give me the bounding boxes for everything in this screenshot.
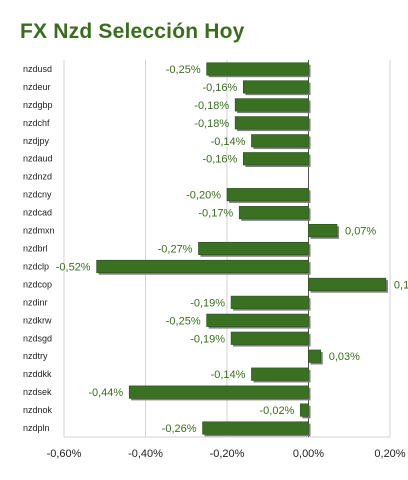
category-label: nzdcad xyxy=(23,208,52,218)
bar xyxy=(308,277,387,291)
category-label: nzdbrl xyxy=(23,244,48,254)
category-label: nzdchf xyxy=(23,118,50,128)
bar xyxy=(96,259,309,274)
bar xyxy=(206,313,309,327)
bar xyxy=(234,116,309,130)
value-labels: -0,25%-0,16%-0,18%-0,18%-0,14%-0,16%-0,2… xyxy=(56,64,408,435)
value-label: -0,18% xyxy=(194,118,229,130)
value-label: -0,25% xyxy=(166,64,201,76)
bar xyxy=(308,223,338,238)
category-label: nzddkk xyxy=(23,369,52,379)
category-labels: nzdusd nzdeur nzdgbp nzdchf nzdjpy nzdaud nzdn… xyxy=(23,64,55,433)
category-label: nzdeur xyxy=(23,82,51,92)
category-label: nzdsek xyxy=(23,387,52,397)
bar xyxy=(206,62,309,76)
bar xyxy=(300,403,309,417)
bar xyxy=(243,152,309,166)
category-label: nzdsgd xyxy=(23,333,52,343)
category-label: nzdclp xyxy=(23,261,49,271)
x-tick-label: 0,20% xyxy=(374,448,405,460)
category-label: nzdtry xyxy=(23,351,48,361)
value-label: -0,19% xyxy=(190,333,225,345)
bar xyxy=(128,385,309,399)
category-label: nzdnzd xyxy=(23,172,52,182)
x-tick-labels: -0,60% -0,40% -0,20% 0,00% 0,20% xyxy=(47,448,406,460)
bars xyxy=(96,62,388,437)
category-label: nzdmxn xyxy=(23,226,55,236)
category-label: nzdpln xyxy=(23,423,50,433)
bar xyxy=(226,188,309,202)
x-tick-label: 0,00% xyxy=(293,448,324,460)
bar xyxy=(230,295,309,309)
category-label: nzdinr xyxy=(23,297,48,307)
value-label: -0,02% xyxy=(259,405,294,417)
category-label: nzdgbp xyxy=(23,100,53,110)
category-label: nzdcny xyxy=(23,190,52,200)
value-label: -0,27% xyxy=(158,244,193,256)
bar xyxy=(202,421,309,435)
value-label: -0,14% xyxy=(211,369,246,381)
category-label: nzdaud xyxy=(23,154,53,164)
bar xyxy=(308,349,322,363)
value-label: -0,52% xyxy=(56,261,91,273)
value-label: -0,16% xyxy=(202,154,237,166)
category-label: nzdusd xyxy=(23,64,52,74)
category-label: nzdkrw xyxy=(23,315,52,325)
bar xyxy=(198,241,309,256)
value-label: -0,19% xyxy=(190,297,225,309)
value-label: -0,20% xyxy=(186,190,221,202)
chart-title: FX Nzd Selección Hoy xyxy=(20,20,245,43)
value-label: 0,19% xyxy=(394,279,408,291)
category-label: nzdnok xyxy=(23,405,53,415)
x-tick-label: -0,60% xyxy=(47,448,82,460)
value-label: -0,14% xyxy=(211,136,246,148)
value-label: 0,03% xyxy=(329,351,360,363)
x-tick-label: -0,20% xyxy=(210,448,245,460)
value-label: 0,07% xyxy=(345,226,376,238)
bar xyxy=(234,98,309,112)
value-label: -0,18% xyxy=(194,100,229,112)
x-tick-label: -0,40% xyxy=(128,448,163,460)
value-label: -0,26% xyxy=(162,423,197,435)
bar xyxy=(243,80,309,94)
value-label: -0,25% xyxy=(166,315,201,327)
bar xyxy=(238,206,309,220)
category-label: nzdcop xyxy=(23,279,52,289)
value-label: -0,44% xyxy=(88,387,123,399)
bar xyxy=(230,331,309,345)
value-label: -0,17% xyxy=(198,208,233,220)
value-label: -0,16% xyxy=(202,82,237,94)
bar xyxy=(251,367,309,381)
category-label: nzdjpy xyxy=(23,136,50,146)
bar xyxy=(251,134,309,148)
